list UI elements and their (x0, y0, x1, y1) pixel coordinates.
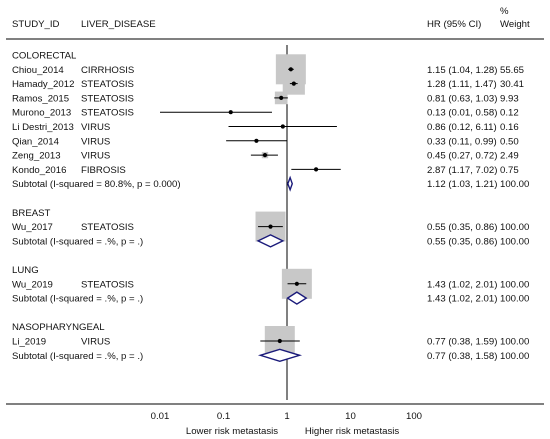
x-tick-label: 10 (345, 411, 356, 422)
hr-ci-text: 1.28 (1.11, 1.47) (427, 79, 497, 90)
study-label: Zeng_2013 (12, 151, 61, 162)
point-estimate (268, 224, 273, 229)
x-tick-label: 1 (284, 411, 289, 422)
subtotal-weight-text: 100.00 (500, 179, 529, 190)
subtotal-hr-ci-text: 1.43 (1.02, 2.01) (427, 294, 497, 305)
group-label: BREAST (12, 208, 51, 219)
point-estimate (288, 67, 293, 72)
disease-label: STEATOSIS (81, 222, 134, 233)
point-estimate (277, 338, 282, 344)
point-estimate (254, 138, 259, 143)
x-tick-label: 100 (406, 411, 422, 422)
weight-text: 0.50 (500, 136, 519, 147)
group-label: NASOPHARYNGEAL (12, 322, 105, 333)
study-label: Kondo_2016 (12, 165, 66, 176)
subtotal-label: Subtotal (I-squared = .%, p = .) (12, 294, 143, 305)
point-estimate (313, 167, 319, 172)
study-label: Hamady_2012 (12, 79, 74, 90)
point-estimate (279, 95, 284, 100)
header-hr: HR (95% CI) (427, 19, 481, 30)
subtotal-diamond (256, 234, 285, 248)
hr-ci-text: 0.77 (0.38, 1.59) (427, 337, 497, 348)
subtotal-weight-text: 100.00 (500, 236, 529, 247)
subtotal-label: Subtotal (I-squared = .%, p = .) (12, 236, 143, 247)
study-label: Li_2019 (12, 337, 46, 348)
study-label: Chiou_2014 (12, 65, 64, 76)
forest-rows: COLORECTAL Chiou_2014 CIRRHOSIS 1.15 (1.04,… (12, 45, 529, 400)
study-label: Wu_2019 (12, 279, 53, 290)
disease-label: STEATOSIS (81, 93, 134, 104)
weight-text: 100.00 (500, 337, 529, 348)
subtotal-hr-ci-text: 1.12 (1.03, 1.21) (427, 179, 497, 190)
subtotal-label: Subtotal (I-squared = .%, p = .) (12, 351, 143, 362)
header-weight-symbol: % (500, 6, 509, 17)
x-tick-label: 0.01 (151, 411, 170, 422)
header-study: STUDY_ID (12, 19, 60, 30)
study-label: Ramos_2015 (12, 93, 69, 104)
subtotal-diamond (257, 348, 303, 363)
weight-text: 55.65 (500, 65, 524, 76)
weight-text: 2.49 (500, 151, 519, 162)
subtotal-hr-ci-text: 0.55 (0.35, 0.86) (427, 236, 497, 247)
disease-label: STEATOSIS (81, 279, 134, 290)
hr-ci-text: 1.15 (1.04, 1.28) (427, 65, 497, 76)
weight-text: 0.75 (500, 165, 519, 176)
header-disease: LIVER_DISEASE (81, 19, 156, 30)
point-estimate (294, 281, 299, 286)
x-axis: 0.01 0.1 1 10 100 Lower risk metastasis Higher… (151, 411, 422, 437)
x-tick-label: 0.1 (217, 411, 230, 422)
hr-ci-text: 0.86 (0.12, 6.11) (427, 122, 497, 133)
hr-ci-text: 0.13 (0.01, 0.58) (427, 108, 497, 119)
disease-label: VIRUS (81, 122, 110, 133)
disease-label: STEATOSIS (81, 79, 134, 90)
subtotal-label: Subtotal (I-squared = 80.8%, p = 0.000) (12, 179, 181, 190)
weight-text: 0.16 (500, 122, 519, 133)
hr-ci-text: 0.33 (0.11, 0.99) (427, 136, 497, 147)
subtotal-diamond (287, 175, 293, 192)
weight-text: 100.00 (500, 279, 529, 290)
hr-ci-text: 1.43 (1.02, 2.01) (427, 279, 497, 290)
point-estimate (228, 110, 233, 115)
weight-text: 0.12 (500, 108, 519, 119)
study-label: Wu_2017 (12, 222, 53, 233)
study-label: Murono_2013 (12, 108, 71, 119)
subtotal-diamond (286, 291, 308, 305)
disease-label: CIRRHOSIS (81, 65, 134, 76)
weight-text: 30.41 (500, 79, 524, 90)
disease-label: STEATOSIS (81, 108, 134, 119)
hr-ci-text: 2.87 (1.17, 7.02) (427, 165, 497, 176)
study-label: Li Destri_2013 (12, 122, 74, 133)
subtotal-hr-ci-text: 0.77 (0.38, 1.58) (427, 351, 497, 362)
disease-label: FIBROSIS (81, 165, 126, 176)
subtotal-weight-text: 100.00 (500, 351, 529, 362)
disease-label: VIRUS (81, 337, 110, 348)
hr-ci-text: 0.81 (0.63, 1.03) (427, 93, 497, 104)
study-label: Qian_2014 (12, 136, 60, 147)
weight-text: 9.93 (500, 93, 519, 104)
hr-ci-text: 0.55 (0.35, 0.86) (427, 222, 497, 233)
group-label: LUNG (12, 265, 39, 276)
group-label: COLORECTAL (12, 51, 77, 62)
disease-label: VIRUS (81, 136, 110, 147)
subtotal-weight-text: 100.00 (500, 294, 529, 305)
x-left-label: Lower risk metastasis (186, 426, 278, 437)
disease-label: VIRUS (81, 151, 110, 162)
header-weight: Weight (500, 19, 530, 30)
point-estimate (262, 153, 268, 158)
hr-ci-text: 0.45 (0.27, 0.72) (427, 151, 497, 162)
x-right-label: Higher risk metastasis (305, 426, 400, 437)
weight-text: 100.00 (500, 222, 529, 233)
point-estimate (280, 124, 285, 129)
point-estimate (291, 81, 296, 86)
